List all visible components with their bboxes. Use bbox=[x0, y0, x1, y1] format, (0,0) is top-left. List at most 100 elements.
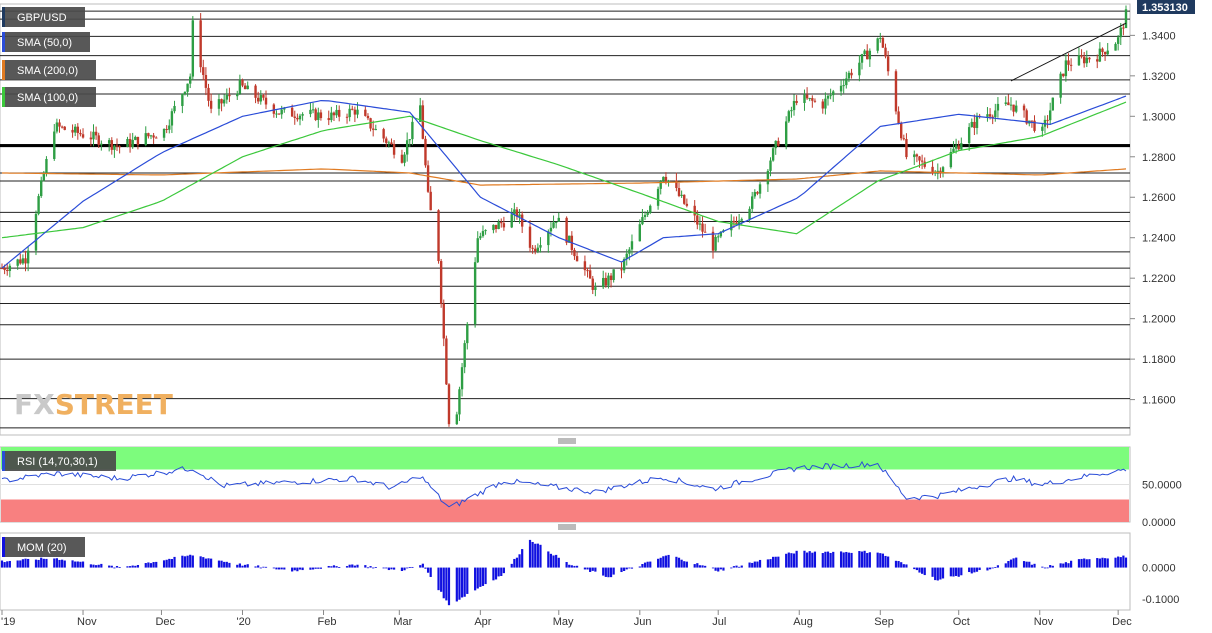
momentum-bar bbox=[118, 567, 121, 569]
momentum-bar bbox=[6, 561, 9, 568]
momentum-bar bbox=[392, 567, 396, 570]
candle bbox=[967, 123, 971, 151]
candle bbox=[1051, 97, 1055, 111]
momentum-bar bbox=[460, 567, 464, 598]
legend-sma200[interactable]: SMA (200,0) bbox=[2, 60, 96, 80]
candle bbox=[638, 219, 642, 242]
candle bbox=[403, 152, 406, 167]
momentum-bar bbox=[385, 567, 388, 569]
momentum-bar bbox=[283, 567, 286, 570]
candle bbox=[1085, 50, 1088, 68]
legend-sma100[interactable]: SMA (100,0) bbox=[2, 87, 96, 107]
time-tick-label: Apr bbox=[474, 616, 491, 628]
candle bbox=[309, 102, 312, 118]
momentum-bar bbox=[630, 567, 634, 569]
momentum-bar bbox=[952, 567, 955, 577]
candle bbox=[986, 107, 989, 122]
candle bbox=[24, 250, 27, 272]
momentum-bar bbox=[442, 567, 445, 599]
momentum-bar bbox=[374, 567, 377, 568]
candle bbox=[536, 243, 540, 254]
momentum-bar bbox=[664, 555, 668, 568]
legend-gbpusd[interactable]: GBP/USD bbox=[2, 7, 85, 27]
candle bbox=[751, 191, 754, 214]
momentum-bar bbox=[667, 554, 670, 568]
candle bbox=[296, 113, 299, 122]
candle bbox=[973, 114, 976, 136]
momentum-bar bbox=[369, 566, 372, 568]
momentum-bar bbox=[1077, 559, 1081, 568]
momentum-bar bbox=[131, 565, 134, 568]
candle bbox=[439, 258, 443, 308]
candle bbox=[387, 140, 391, 148]
momentum-bar bbox=[364, 565, 367, 568]
candle bbox=[701, 216, 704, 238]
candle bbox=[405, 132, 409, 162]
candle bbox=[79, 129, 82, 137]
candle bbox=[481, 225, 485, 238]
momentum-bar bbox=[1009, 559, 1013, 568]
candle bbox=[894, 69, 898, 115]
candle bbox=[586, 267, 589, 278]
momentum-bar bbox=[382, 567, 385, 569]
candle bbox=[1119, 23, 1122, 46]
legend-rsi[interactable]: RSI (14,70,30,1) bbox=[2, 451, 116, 471]
price-tick-label: 1.2400 bbox=[1142, 233, 1176, 245]
rising-trendline[interactable] bbox=[1010, 22, 1127, 82]
momentum-bar bbox=[280, 567, 283, 570]
candle bbox=[147, 132, 150, 139]
momentum-bar bbox=[931, 567, 934, 577]
splitter-grip-bottom[interactable] bbox=[558, 524, 576, 530]
candle bbox=[970, 118, 973, 128]
candle bbox=[348, 104, 351, 122]
momentum-bar bbox=[738, 566, 741, 568]
momentum-bar bbox=[16, 560, 19, 568]
momentum-bar bbox=[1117, 556, 1120, 568]
candle bbox=[693, 200, 696, 223]
momentum-bar bbox=[168, 558, 171, 568]
price-tick-label: 1.2200 bbox=[1142, 273, 1176, 285]
candle bbox=[455, 411, 459, 425]
candle bbox=[497, 219, 500, 230]
time-tick-label: Nov bbox=[1034, 616, 1054, 628]
candle bbox=[1069, 58, 1073, 72]
momentum-bar bbox=[76, 561, 79, 568]
candle bbox=[364, 106, 367, 117]
legend-momentum[interactable]: MOM (20) bbox=[2, 537, 85, 557]
momentum-bar bbox=[170, 559, 174, 568]
rsi-overbought-zone bbox=[1, 447, 1129, 470]
momentum-bar bbox=[481, 567, 485, 586]
momentum-bar bbox=[677, 557, 681, 568]
momentum-bar bbox=[795, 550, 798, 568]
candle bbox=[207, 83, 210, 107]
momentum-bar bbox=[411, 566, 414, 568]
rsi-line bbox=[1, 460, 1127, 508]
candle bbox=[411, 114, 414, 146]
momentum-bar bbox=[134, 565, 137, 568]
candle bbox=[144, 126, 147, 147]
momentum-bar bbox=[0, 560, 4, 568]
momentum-bar bbox=[936, 567, 939, 581]
splitter-grip-top[interactable] bbox=[558, 438, 576, 444]
candle bbox=[222, 94, 226, 107]
rsi-zones bbox=[0, 447, 1130, 522]
momentum-bar bbox=[638, 566, 641, 568]
legend-sma50[interactable]: SMA (50,0) bbox=[2, 32, 90, 52]
momentum-bar bbox=[701, 565, 704, 568]
candle bbox=[518, 208, 521, 224]
candle bbox=[680, 190, 683, 198]
candle bbox=[1015, 100, 1018, 114]
momentum-bar bbox=[528, 539, 532, 568]
candle bbox=[293, 110, 296, 125]
candle bbox=[170, 108, 174, 134]
candle bbox=[717, 234, 720, 243]
momentum-bar bbox=[790, 553, 793, 568]
momentum-bar bbox=[1046, 567, 1049, 569]
candle bbox=[808, 97, 811, 102]
momentum-bar bbox=[785, 553, 788, 568]
momentum-bar bbox=[100, 563, 103, 568]
candle bbox=[60, 125, 64, 129]
candle bbox=[236, 90, 239, 100]
candle bbox=[155, 136, 158, 139]
legend-label-gbpusd: GBP/USD bbox=[17, 12, 67, 24]
